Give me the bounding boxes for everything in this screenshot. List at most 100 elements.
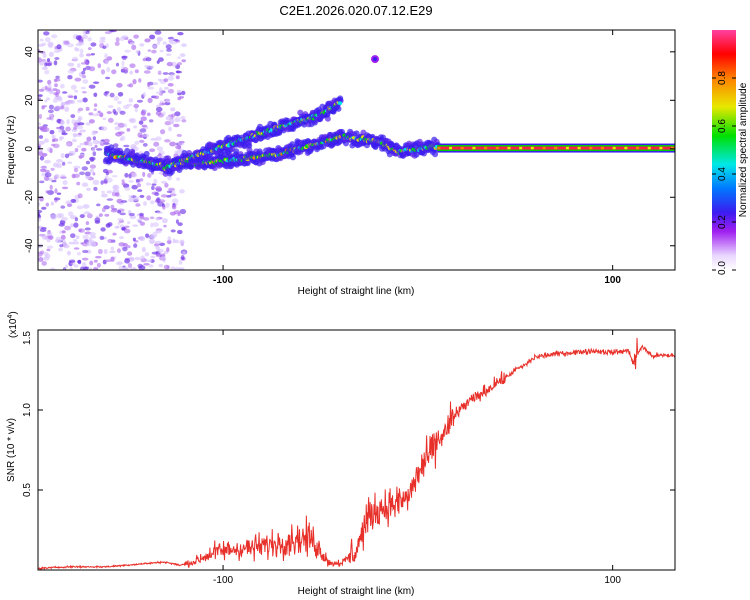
spectrogram-cell	[93, 92, 98, 98]
spectrogram-cell	[129, 63, 136, 68]
spectrogram-cell	[79, 48, 84, 54]
spectrogram-cell	[128, 197, 135, 203]
spectrogram-cell	[53, 162, 59, 168]
spectrogram-cell	[114, 41, 120, 47]
spectrogram-cell	[159, 49, 164, 53]
spectrogram-cell	[143, 263, 150, 266]
spectrogram-cell	[139, 215, 145, 220]
spectrogram-cell	[176, 89, 182, 94]
spectrogram-cell	[67, 161, 73, 164]
spectrogram-cell	[150, 255, 156, 259]
spectrogram-cell	[174, 267, 181, 270]
spectrogram-cell	[106, 190, 113, 194]
spectrogram-cell	[99, 112, 104, 118]
snr-y-tick-label: 1.0	[22, 403, 33, 417]
spectrogram-cell	[138, 212, 144, 217]
spectrogram-cell	[104, 59, 109, 65]
spectrogram-cell	[141, 124, 148, 128]
spectrogram-cell	[133, 196, 140, 201]
spectrogram-cell	[50, 167, 55, 171]
spectrogram-cell	[82, 234, 89, 240]
spectrogram-cell	[82, 204, 90, 209]
spectrogram-cell	[168, 38, 173, 44]
spectrogram-cell	[84, 266, 90, 270]
snr-x-tick-label: -100	[213, 575, 233, 586]
spectrogram-cell	[134, 107, 138, 113]
spectrogram-cell	[128, 173, 132, 179]
spectrogram-panel: -100 100 -40 -20 0 20 40 Height of straight l…	[6, 29, 676, 297]
spectrogram-cell	[61, 161, 66, 166]
spectrogram-cell	[150, 65, 155, 69]
spectrogram-cell	[85, 61, 89, 65]
spectrogram-cell	[85, 106, 90, 111]
spectrogram-cell	[109, 250, 116, 254]
spectrogram-cell	[66, 250, 72, 256]
spectrogram-cell	[179, 208, 187, 215]
spectrogram-cell	[95, 255, 102, 259]
spectrogram-cell	[162, 205, 166, 210]
spectrogram-cell	[91, 130, 97, 136]
spectrogram-cell	[81, 182, 89, 187]
spectrogram-cell	[43, 138, 49, 143]
spectrogram-y-axis-label: Frequency (Hz)	[6, 116, 17, 185]
spectrogram-cell	[169, 141, 177, 147]
spectrogram-cell	[89, 168, 94, 173]
spectrogram-cell	[38, 43, 45, 47]
spectrogram-cell	[66, 142, 72, 146]
spectrogram-cell	[136, 99, 143, 103]
spectrogram-cell	[101, 190, 105, 194]
spectrogram-cell	[154, 240, 162, 245]
spectrogram-cell	[166, 98, 170, 104]
spectrogram-cell	[432, 151, 439, 158]
spectrogram-cell	[174, 117, 181, 123]
spectrogram-cell	[94, 144, 98, 149]
spectrogram-cell	[102, 117, 107, 121]
spectrogram-cell	[56, 159, 63, 163]
spectrogram-cell	[173, 38, 179, 42]
spectrogram-cell	[52, 138, 59, 142]
spectrogram-cell	[81, 147, 87, 152]
spectrogram-cell	[66, 119, 70, 125]
spectrogram-cell	[165, 44, 172, 50]
spectrogram-cell	[82, 91, 87, 94]
spectrogram-cell	[156, 60, 160, 64]
spectrogram-cell	[157, 155, 165, 159]
spectrogram-cell	[64, 106, 70, 112]
spectrogram-cell	[93, 186, 98, 191]
spectrogram-cell	[85, 122, 91, 126]
spectrogram-cell	[140, 110, 146, 116]
spectrogram-cell	[244, 160, 251, 167]
spectrogram-cell	[129, 70, 133, 75]
spectrogram-cell	[44, 172, 52, 178]
spectrogram-cell	[86, 136, 92, 142]
spectrogram-cell	[53, 78, 58, 83]
spectrogram-cell	[99, 36, 106, 41]
spectrogram-cell	[87, 141, 93, 147]
spectrogram-cell	[484, 146, 488, 150]
spectrogram-cell	[48, 109, 54, 114]
spectrogram-cell	[106, 111, 112, 115]
spectrogram-cell	[45, 202, 49, 207]
spectrogram-cell	[636, 146, 640, 150]
spectrogram-cell	[85, 160, 91, 165]
spectrogram-cell	[111, 69, 117, 75]
spectrogram-cell	[163, 264, 170, 270]
spectrogram-cell	[100, 227, 106, 232]
spectrogram-cell	[39, 38, 44, 42]
spectrogram-cell	[144, 38, 151, 43]
spectrogram-cell	[88, 66, 96, 72]
spectrogram-cell	[104, 91, 110, 94]
spectrogram-cell	[141, 246, 146, 253]
spectrogram-cell	[43, 256, 50, 261]
spectrogram-cell	[176, 133, 182, 137]
spectrogram-cell	[89, 156, 96, 161]
spectrogram-cell	[102, 45, 107, 49]
spectrogram-cell	[100, 69, 106, 75]
spectrogram-cell	[61, 230, 66, 234]
spectrogram-cell	[82, 79, 89, 84]
spectrogram-cell	[135, 50, 139, 54]
spectrogram-cell	[92, 113, 99, 117]
spectrogram-cell	[159, 100, 164, 104]
spectrogram-cell	[40, 125, 47, 130]
spectrogram-cell	[167, 36, 174, 40]
